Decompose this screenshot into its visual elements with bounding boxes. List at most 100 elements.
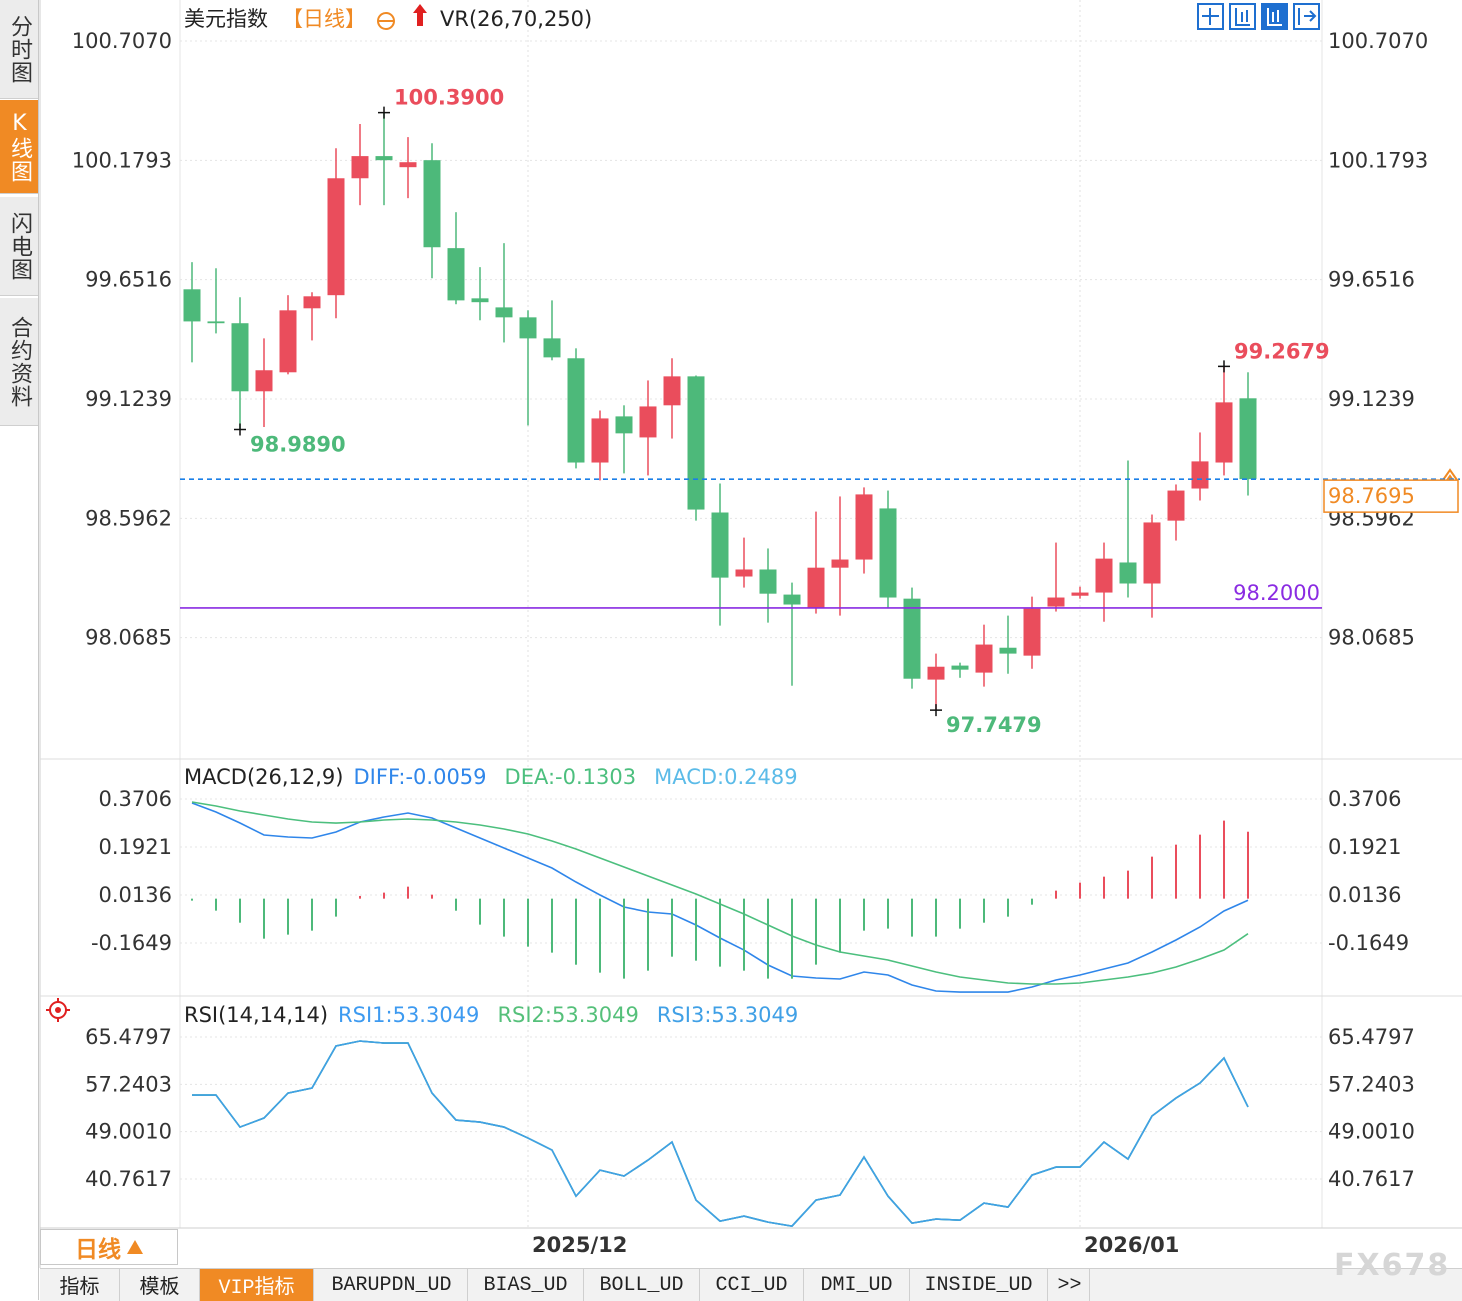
tab[interactable]: 指标 xyxy=(40,1269,120,1301)
y-tick-label: 57.2403 xyxy=(85,1072,172,1096)
period-label: 【日线】 xyxy=(282,7,366,31)
tab[interactable]: DMI_UD xyxy=(804,1269,910,1301)
macd-bar xyxy=(1223,820,1225,899)
y-tick-label: 0.3706 xyxy=(1328,787,1401,811)
series-line xyxy=(192,1040,1249,1227)
y-tick-label: 0.3706 xyxy=(99,787,172,811)
toolbar xyxy=(1197,3,1320,30)
candle-body xyxy=(207,321,225,324)
watermark: FX678 xyxy=(1334,1248,1451,1283)
pane-title: MACD(26,12,9) xyxy=(184,765,344,789)
candle-body xyxy=(447,248,465,301)
macd-bar xyxy=(623,898,625,979)
side-tab[interactable]: 分时图 xyxy=(0,0,38,99)
tab[interactable]: BARUPDN_UD xyxy=(316,1269,468,1301)
candle-body xyxy=(399,162,417,168)
y-tick-label: 49.0010 xyxy=(1328,1120,1415,1144)
tab[interactable]: BOLL_UD xyxy=(584,1269,700,1301)
y-tick-label: 99.6516 xyxy=(1328,268,1415,292)
candle-body xyxy=(495,307,513,318)
candle-body xyxy=(975,644,993,673)
y-tick-label: 49.0010 xyxy=(85,1120,172,1144)
candle-body xyxy=(687,376,705,510)
macd-bar xyxy=(431,894,433,899)
macd-bar xyxy=(335,898,337,917)
x-tick-label: 2026/01 xyxy=(1084,1233,1179,1257)
candle-body xyxy=(615,416,633,434)
up-arrow-icon[interactable] xyxy=(413,4,427,26)
y-tick-label: 99.1239 xyxy=(85,387,172,411)
candle-body xyxy=(567,358,585,463)
y-tick-label: 98.0685 xyxy=(85,626,172,650)
macd-bar xyxy=(599,898,601,973)
macd-bar xyxy=(1103,876,1105,899)
tab[interactable]: VIP指标 xyxy=(200,1269,314,1301)
side-tab[interactable]: K线图 xyxy=(0,100,38,194)
candle-body xyxy=(951,665,969,670)
legend-entry: RSI2:53.3049 xyxy=(497,1003,638,1027)
macd-bar xyxy=(383,892,385,899)
macd-bar xyxy=(503,898,505,937)
macd-bar xyxy=(911,898,913,937)
macd-bar xyxy=(719,898,721,967)
candle-body xyxy=(279,310,297,373)
macd-bar xyxy=(1007,898,1009,917)
candle-body xyxy=(855,494,873,560)
y-tick-label: -0.1649 xyxy=(1328,931,1409,955)
y-tick-label: 65.4797 xyxy=(85,1025,172,1049)
rsi-icon[interactable] xyxy=(46,998,70,1022)
macd-bar xyxy=(743,898,745,971)
extreme-label: 98.9890 xyxy=(250,433,346,457)
candle-body xyxy=(831,559,849,568)
candle-body xyxy=(711,512,729,578)
y-tick-label: 100.7070 xyxy=(72,29,172,53)
macd-bar xyxy=(815,898,817,965)
tool-glyph xyxy=(1235,8,1250,26)
candle-body xyxy=(807,567,825,608)
side-tab[interactable]: 合约资料 xyxy=(0,298,38,426)
price-label: 98.7695 xyxy=(1328,484,1415,508)
candle-body xyxy=(231,323,249,392)
y-tick-label: 0.0136 xyxy=(1328,883,1401,907)
icon-circle xyxy=(377,12,395,30)
tab[interactable]: CCI_UD xyxy=(700,1269,804,1301)
settings-icon[interactable] xyxy=(377,12,395,30)
candle-body xyxy=(351,156,369,179)
tool-glyph xyxy=(1267,8,1282,26)
candle-body xyxy=(1071,592,1089,596)
macd-bar xyxy=(1199,834,1201,899)
legend-entry: RSI3:53.3049 xyxy=(657,1003,798,1027)
macd-bar xyxy=(791,898,793,979)
extreme-label: 99.2679 xyxy=(1234,339,1330,363)
macd-bar xyxy=(575,898,577,965)
macd-bar xyxy=(263,898,265,939)
candle-body xyxy=(1239,398,1257,480)
candle-body xyxy=(783,594,801,605)
candle-body xyxy=(1119,562,1137,584)
macd-bar xyxy=(359,895,361,899)
y-tick-label: 99.6516 xyxy=(85,268,172,292)
tab[interactable]: INSIDE_UD xyxy=(910,1269,1048,1301)
candle-body xyxy=(639,406,657,438)
y-tick-label: 0.1921 xyxy=(99,835,172,859)
tab[interactable]: >> xyxy=(1050,1269,1090,1301)
macd-bar xyxy=(215,898,217,911)
y-tick-label: 99.1239 xyxy=(1328,387,1415,411)
tab[interactable]: 模板 xyxy=(120,1269,200,1301)
indicator-tabs: 指标 模板 VIP指标 BARUPDN_UD BIAS_UD BOLL_UD C… xyxy=(40,1268,1462,1301)
macd-bar xyxy=(527,898,529,947)
extreme-marker xyxy=(378,106,390,119)
candle-body xyxy=(1143,522,1161,584)
candle-body xyxy=(471,298,489,303)
pane-title: RSI(14,14,14) xyxy=(184,1003,328,1027)
macd-bar xyxy=(1247,831,1249,899)
y-tick-label: 98.5962 xyxy=(85,506,172,530)
legend-entry: MACD:0.2489 xyxy=(654,765,798,789)
side-tab[interactable]: 闪电图 xyxy=(0,197,38,296)
tab[interactable]: BIAS_UD xyxy=(468,1269,584,1301)
macd-bar xyxy=(863,898,865,931)
candle-body xyxy=(1023,608,1041,656)
macd-bar xyxy=(551,898,553,953)
period-button[interactable]: 日线 xyxy=(40,1229,178,1265)
